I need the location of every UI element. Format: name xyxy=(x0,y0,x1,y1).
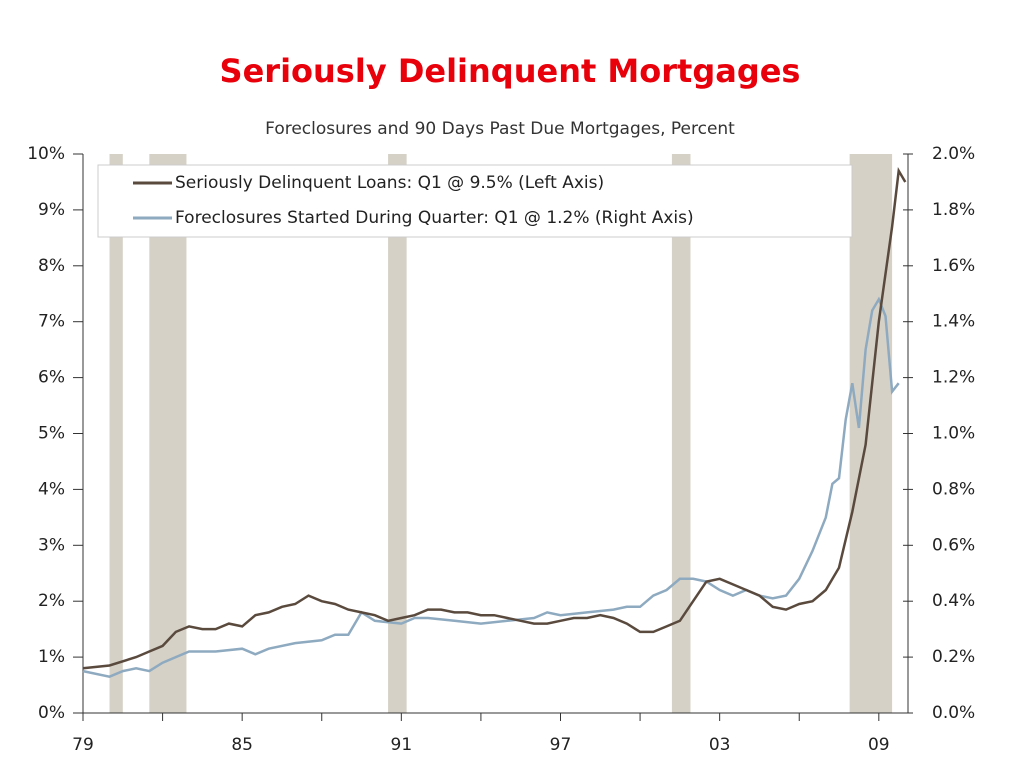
legend-box xyxy=(97,164,853,238)
y-tick-label: 10% xyxy=(27,144,65,164)
recession-band xyxy=(671,154,691,713)
x-tick-label: 85 xyxy=(231,735,253,755)
chart-subtitle: Foreclosures and 90 Days Past Due Mortga… xyxy=(265,119,735,139)
recession-band xyxy=(149,154,187,713)
y-tick-label: 9% xyxy=(38,200,65,220)
y-tick-label: 7% xyxy=(38,312,65,332)
y2-tick-label: 1.2% xyxy=(932,368,975,388)
y-tick-label: 5% xyxy=(38,424,65,444)
x-tick-label: 91 xyxy=(391,735,413,755)
chart-title: Seriously Delinquent Mortgages xyxy=(220,52,801,90)
y2-tick-label: 1.0% xyxy=(932,424,975,444)
y2-tick-label: 0.4% xyxy=(932,591,975,611)
y2-tick-label: 1.4% xyxy=(932,312,975,332)
y2-tick-label: 2.0% xyxy=(932,144,975,164)
y2-tick-label: 1.8% xyxy=(932,200,975,220)
recession-band xyxy=(109,154,123,713)
y-tick-label: 0% xyxy=(38,703,65,723)
y-tick-label: 4% xyxy=(38,479,65,499)
y-tick-label: 1% xyxy=(38,647,65,667)
x-tick-label: 97 xyxy=(550,735,572,755)
y2-tick-label: 0.6% xyxy=(932,535,975,555)
y2-tick-label: 0.8% xyxy=(932,479,975,499)
y-tick-label: 3% xyxy=(38,535,65,555)
y-tick-label: 8% xyxy=(38,256,65,276)
x-tick-label: 79 xyxy=(72,735,94,755)
x-tick-label: 03 xyxy=(709,735,731,755)
y-tick-label: 6% xyxy=(38,368,65,388)
recession-band xyxy=(388,154,407,713)
y2-tick-label: 0.0% xyxy=(932,703,975,723)
recession-band xyxy=(849,154,893,713)
series-line xyxy=(82,166,907,670)
legend-label: Seriously Delinquent Loans: Q1 @ 9.5% (L… xyxy=(175,173,604,193)
legend-label: Foreclosures Started During Quarter: Q1 … xyxy=(175,208,694,228)
series-line xyxy=(82,296,900,679)
y-tick-label: 2% xyxy=(38,591,65,611)
y2-tick-label: 0.2% xyxy=(932,647,975,667)
y2-tick-label: 1.6% xyxy=(932,256,975,276)
x-tick-label: 09 xyxy=(868,735,890,755)
